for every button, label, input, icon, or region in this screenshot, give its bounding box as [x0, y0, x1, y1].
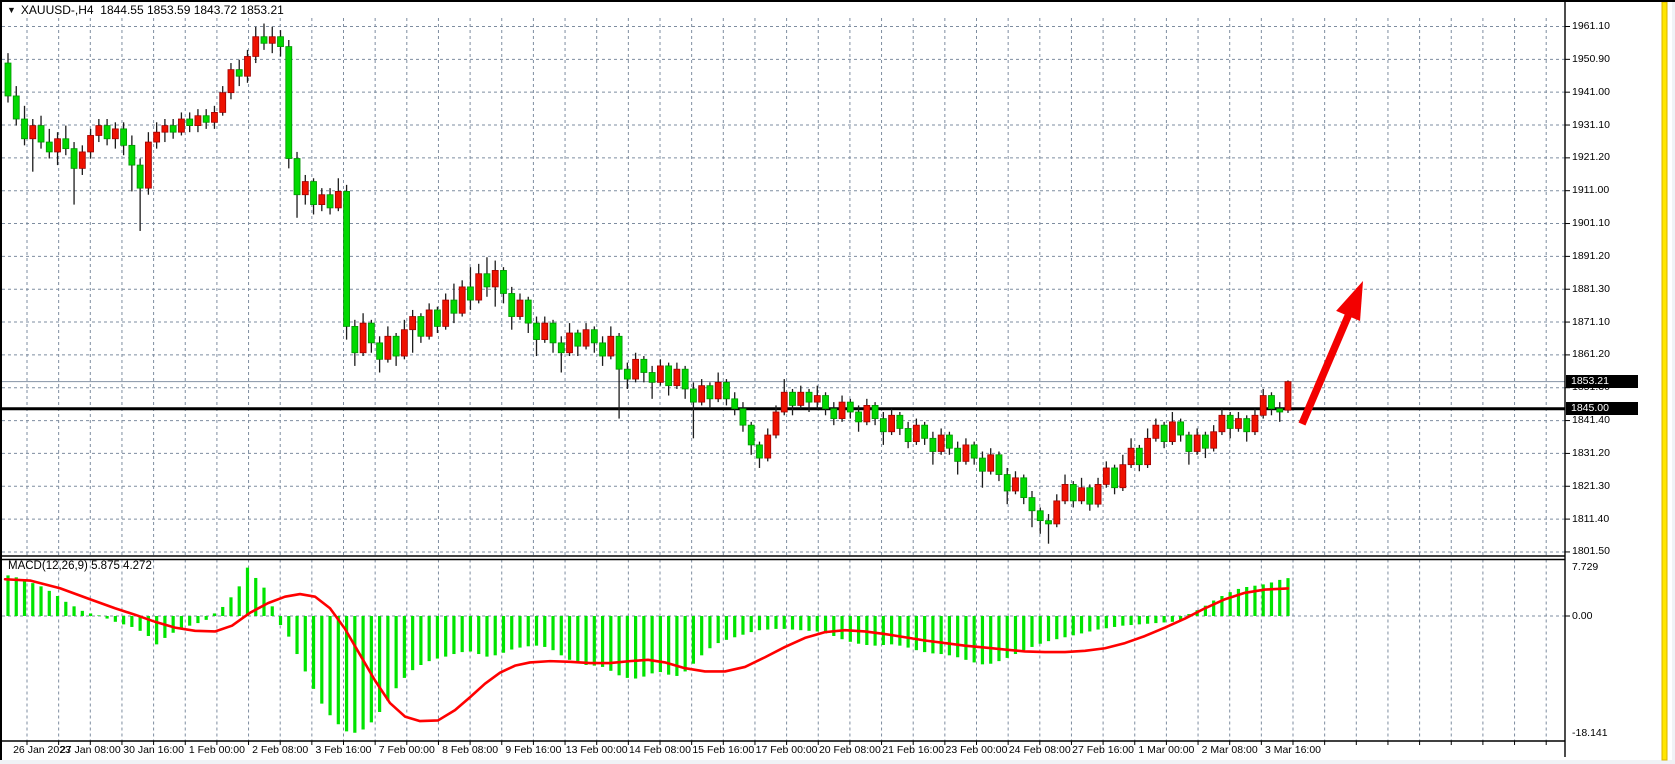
bid-price-tag: 1853.21: [1566, 375, 1638, 389]
price-tick-label: 1911.00: [1572, 184, 1610, 197]
time-tick-label: 30 Jan 16:00: [123, 744, 184, 756]
time-tick-label: 9 Feb 16:00: [505, 744, 562, 756]
indicator-tick-label: 7.729: [1572, 560, 1599, 573]
chart-title-bar: ▼ XAUUSD-,H4 1844.55 1853.59 1843.72 1853…: [7, 3, 284, 17]
macd-plot: [3, 567, 1290, 733]
time-tick-label: 8 Feb 08:00: [442, 744, 499, 756]
price-tick-label: 1941.00: [1572, 85, 1610, 98]
time-tick-label: 20 Feb 08:00: [818, 744, 881, 756]
time-tick-label: 13 Feb 00:00: [565, 744, 628, 756]
indicator-tick-label: 0.00: [1572, 609, 1593, 622]
hline-price-tag[interactable]: 1845.00: [1566, 402, 1638, 416]
indicator-tick-label: -18.141: [1572, 726, 1608, 739]
price-tick-label: 1901.10: [1572, 217, 1610, 230]
time-tick-label: 1 Feb 00:00: [188, 744, 245, 756]
candlesticks: [4, 23, 1292, 544]
price-tick-label: 1891.20: [1572, 249, 1610, 262]
price-tick-label: 1881.30: [1572, 282, 1610, 295]
time-tick-label: 3 Feb 16:00: [315, 744, 372, 756]
macd-indicator-label: MACD(12,26,9) 5.875 4.272: [8, 560, 152, 572]
time-tick-label: 23 Feb 00:00: [945, 744, 1008, 756]
time-tick-label: 14 Feb 08:00: [629, 744, 691, 756]
time-tick-label: 1 Mar 00:00: [1138, 744, 1195, 756]
price-tick-label: 1950.90: [1572, 52, 1610, 65]
price-tick-label: 1831.20: [1572, 446, 1610, 459]
time-tick-label: 27 Jan 08:00: [59, 744, 121, 756]
price-tick-label: 1921.20: [1572, 151, 1610, 164]
time-tick-label: 17 Feb 00:00: [755, 744, 818, 756]
gridlines: [2, 18, 1565, 741]
trend-arrow-annotation[interactable]: [1298, 281, 1363, 426]
time-tick-label: 21 Feb 16:00: [882, 744, 945, 756]
price-tick-label: 1841.40: [1572, 414, 1610, 427]
time-tick-label: 15 Feb 16:00: [692, 744, 755, 756]
price-tick-label: 1811.40: [1572, 512, 1610, 525]
time-tick-label: 26 Jan 2023: [13, 744, 71, 756]
time-tick-label: 24 Feb 08:00: [1008, 744, 1071, 756]
price-tick-label: 1861.20: [1572, 348, 1610, 361]
symbol-period-label: XAUUSD-,H4: [20, 3, 94, 17]
price-tick-label: 1961.10: [1572, 20, 1610, 32]
symbol-dropdown-icon[interactable]: ▼: [7, 5, 16, 15]
price-tick-label: 1931.10: [1572, 118, 1610, 131]
price-tick-label: 1801.50: [1572, 545, 1610, 558]
time-tick-label: 2 Feb 08:00: [252, 744, 309, 756]
price-tick-label: 1871.10: [1572, 315, 1610, 328]
time-tick-label: 27 Feb 16:00: [1072, 744, 1135, 756]
time-tick-label: 2 Mar 08:00: [1201, 744, 1258, 756]
time-tick-label: 3 Mar 16:00: [1264, 744, 1322, 756]
price-tick-label: 1821.30: [1572, 479, 1610, 492]
time-tick-label: 7 Feb 00:00: [378, 744, 435, 756]
ohlc-values-label: 1844.55 1853.59 1843.72 1853.21: [100, 3, 284, 17]
